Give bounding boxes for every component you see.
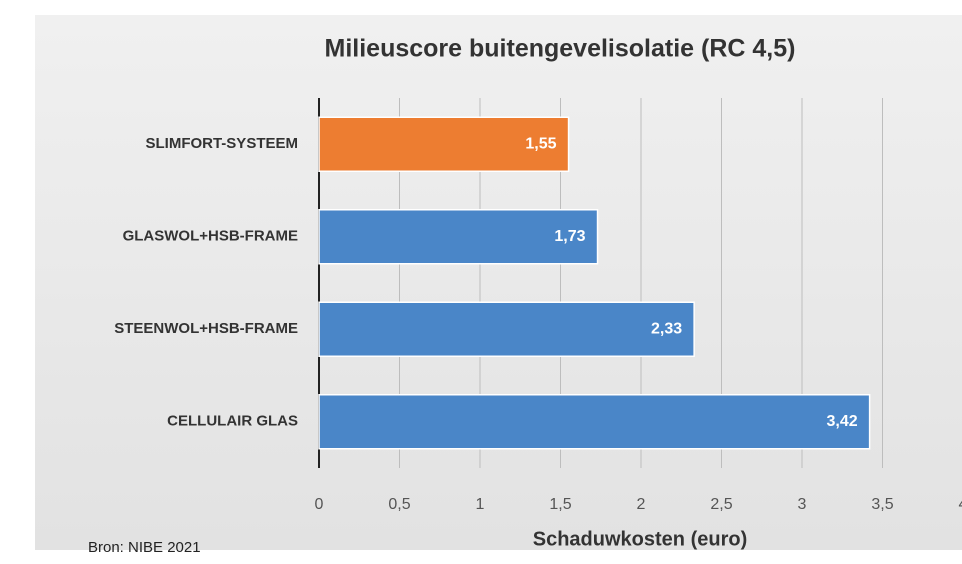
source: Bron: NIBE 2021: [88, 539, 201, 556]
data-label: 2,33: [651, 320, 682, 337]
x-tick-label: 3: [798, 496, 807, 513]
x-tick-label: 3,5: [871, 496, 893, 513]
bar: [318, 116, 570, 172]
bar: [318, 209, 599, 265]
data-label: 3,42: [826, 413, 857, 430]
x-tick-label: 2,5: [710, 496, 732, 513]
chart-title: Milieuscore buitengevelisolatie (RC 4,5): [325, 35, 796, 63]
panel: [35, 15, 962, 550]
y-tick-label: SLIMFORT-SYSTEEM: [145, 135, 298, 152]
bar: [318, 301, 695, 357]
data-label: 1,73: [554, 228, 585, 245]
x-tick-label: 2: [637, 496, 646, 513]
x-tick-label: 0,5: [388, 496, 410, 513]
bar: [318, 394, 871, 450]
x-tick-label: 4: [959, 496, 962, 513]
data-label: 1,55: [525, 135, 556, 152]
x-tick-label: 1,5: [549, 496, 571, 513]
y-tick-label: STEENWOL+HSB-FRAME: [114, 320, 298, 337]
y-tick-label: GLASWOL+HSB-FRAME: [123, 228, 298, 245]
y-tick-label: CELLULAIR GLAS: [167, 413, 298, 430]
x-axis-label: Schaduwkosten (euro): [533, 528, 747, 550]
x-tick-label: 1: [476, 496, 485, 513]
x-tick-label: 0: [315, 496, 324, 513]
